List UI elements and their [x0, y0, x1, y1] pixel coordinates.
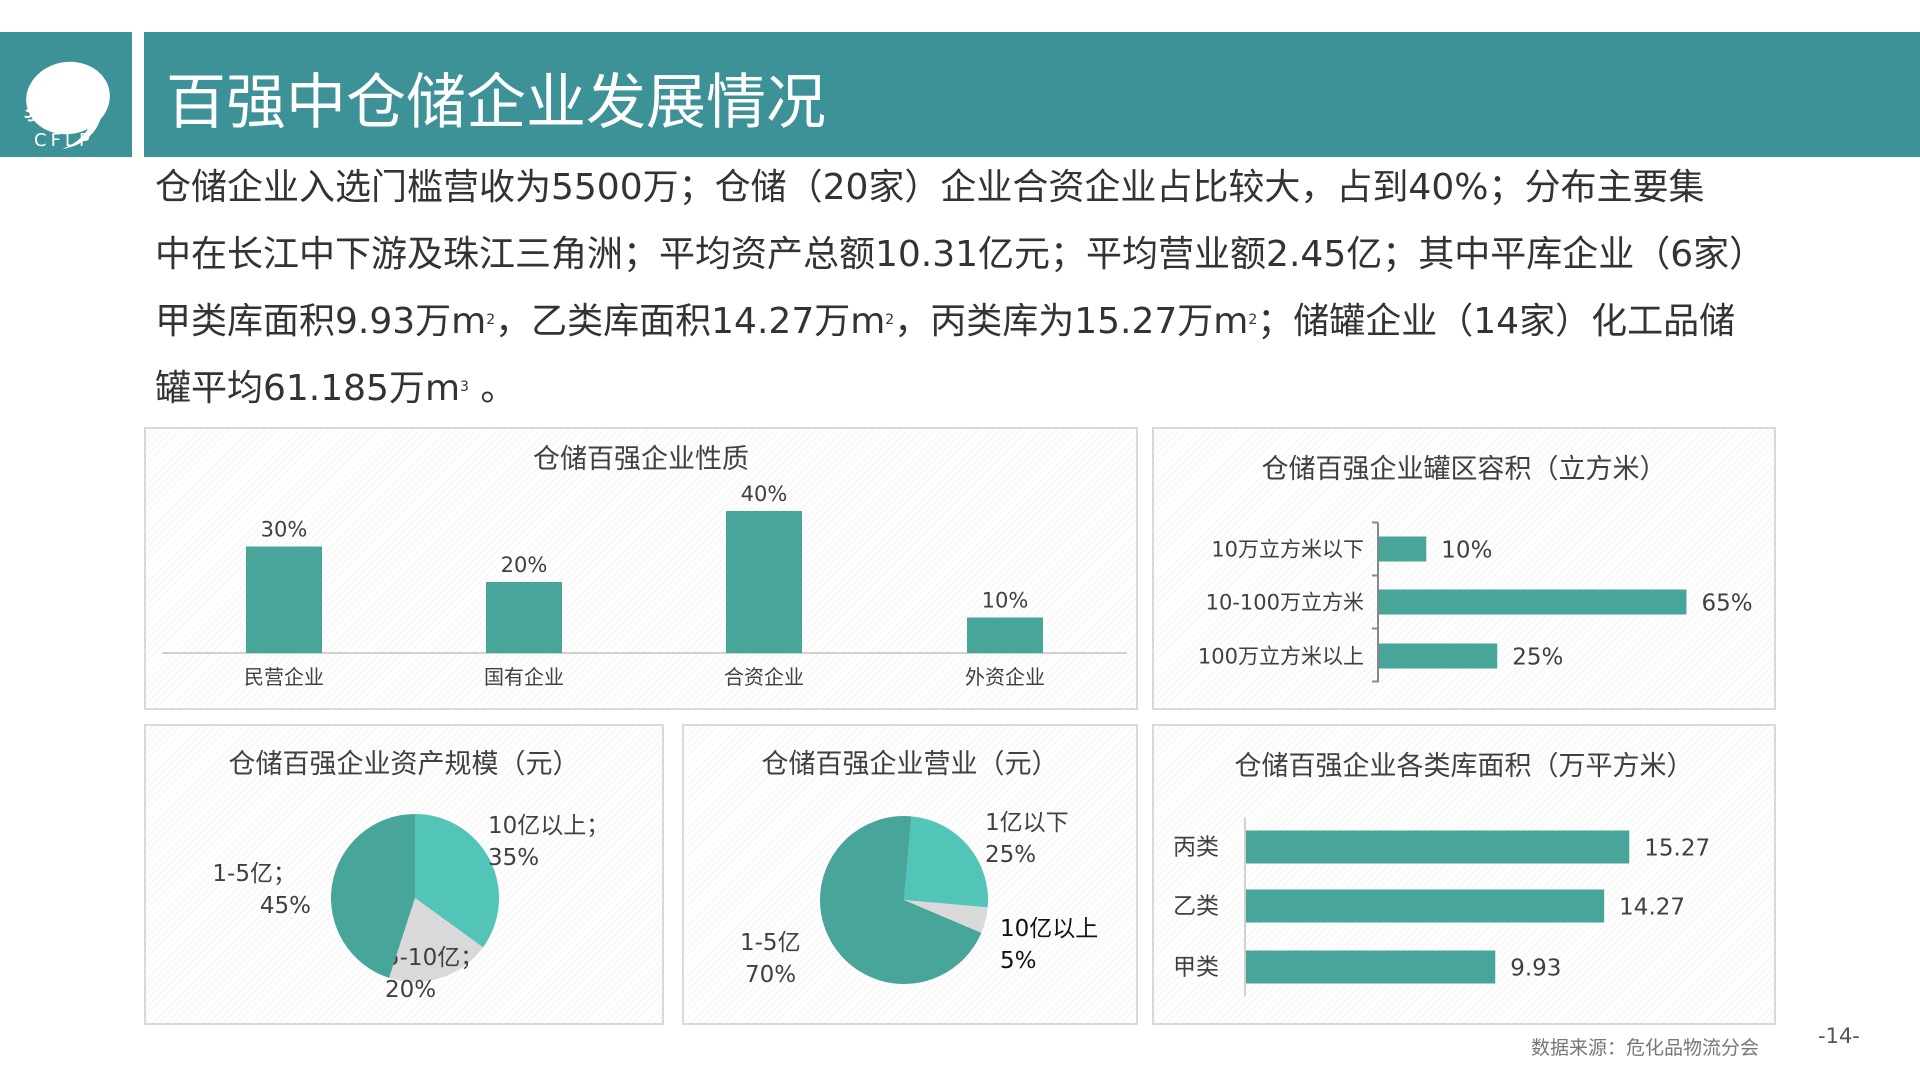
panel-enterprise-nature: 仓储百强企业性质 30% 民营企业 20% 国有企业 40% 合资企业 10% 外资企业 — [144, 427, 1138, 710]
intro-text: 罐平均61.185万m — [155, 368, 461, 409]
intro-line-1: 仓储企业入选门槛营收为5500万；仓储（20家）企业合资企业占比较大，占到40%… — [155, 167, 1705, 208]
category-label: 国有企业 — [484, 665, 564, 689]
chart-title: 仓储百强企业营业（元） — [761, 749, 1059, 780]
tank-capacity-bar-chart: 10% 10万立方米以下 65% 10-100万立方米 25% 100万立方米以上 — [1198, 521, 1753, 683]
pie-slice — [331, 814, 415, 978]
data-label: 15.27 — [1644, 835, 1710, 861]
intro-text: 甲类库面积9.93万m — [155, 301, 487, 342]
intro-text: ；储罐企业（14家）化工品储 — [1257, 301, 1736, 342]
superscript: 3 — [460, 379, 469, 395]
pie-slice — [389, 898, 483, 982]
data-label: 14.27 — [1619, 894, 1685, 920]
intro-text: 。 — [468, 368, 517, 409]
bar — [1379, 536, 1427, 562]
revenue-pie-chart: 1亿以下 25% 10亿以上 5% 1-5亿 70% — [740, 810, 1098, 988]
slice-name: 10亿以上 — [1000, 916, 1098, 942]
chart-title: 仓储百强企业性质 — [533, 444, 749, 475]
panel-tank-capacity: 仓储百强企业罐区容积（立方米） 10% 10万立方米以下 65% 10-100万立方米… — [1152, 427, 1776, 710]
slice-name: 5-10亿； — [385, 945, 483, 971]
page-number: -14- — [1818, 1024, 1860, 1048]
data-source: 数据来源：危化品物流分会 — [1531, 1037, 1760, 1059]
enterprise-nature-bar-chart: 30% 民营企业 20% 国有企业 40% 合资企业 10% 外资企业 — [162, 482, 1127, 689]
data-label: 10% — [1441, 537, 1492, 563]
bar — [246, 546, 322, 653]
data-label: 9.93 — [1510, 955, 1561, 981]
slice-value: 5% — [1000, 948, 1037, 974]
panel-revenue: 仓储百强企业营业（元） 1亿以下 25% 10亿以上 5% 1-5亿 70% — [682, 724, 1138, 1025]
category-label: 合资企业 — [724, 665, 804, 689]
category-label: 民营企业 — [244, 665, 324, 689]
slice-value: 25% — [985, 842, 1036, 868]
asset-scale-pie-chart: 10亿以上； 35% 5-10亿； 20% 1-5亿； 45% — [212, 813, 609, 1003]
category-label: 外资企业 — [965, 665, 1045, 689]
logo-text: CFLP — [34, 130, 94, 151]
pie-slice — [415, 814, 499, 948]
category-label: 丙类 — [1173, 834, 1219, 860]
panel-warehouse-area: 仓储百强企业各类库面积（万平方米） 15.27 丙类 14.27 乙类 9.93 甲类 — [1152, 724, 1776, 1025]
warehouse-area-bar-chart: 15.27 丙类 14.27 乙类 9.93 甲类 — [1173, 817, 1710, 997]
bar — [1246, 950, 1496, 984]
slice-value: 45% — [260, 893, 311, 919]
data-label: 10% — [982, 589, 1029, 613]
superscript: 2 — [1248, 312, 1258, 328]
category-label: 10-100万立方米 — [1206, 590, 1364, 614]
bar — [726, 511, 802, 653]
cflp-logo: CFLP — [0, 32, 132, 157]
pie-slice — [904, 816, 988, 908]
logo-globe-icon — [24, 61, 110, 149]
chart-title: 仓储百强企业罐区容积（立方米） — [1261, 454, 1667, 485]
data-label: 30% — [261, 518, 308, 542]
bar — [486, 582, 562, 653]
intro-line-2: 中在长江中下游及珠江三角洲；平均资产总额10.31亿元；平均营业额2.45亿；其… — [155, 234, 1766, 275]
bar — [1379, 643, 1498, 669]
bar — [1379, 589, 1687, 615]
superscript: 2 — [885, 312, 895, 328]
intro-text: ，乙类库面积14.27万m — [495, 301, 886, 342]
intro-line-3: 甲类库面积9.93万m2，乙类库面积14.27万m2，丙类库为15.27万m2；… — [155, 300, 1735, 344]
slice-value: 70% — [745, 962, 796, 988]
category-label: 乙类 — [1173, 893, 1219, 919]
slice-name: 1-5亿 — [740, 930, 801, 956]
data-label: 25% — [1512, 644, 1563, 670]
pie-slice — [820, 816, 982, 984]
data-label: 65% — [1701, 590, 1752, 616]
chart-title: 仓储百强企业各类库面积（万平方米） — [1234, 751, 1694, 782]
slice-name: 10亿以上； — [488, 813, 609, 839]
superscript: 2 — [486, 312, 496, 328]
slice-name: 1-5亿； — [212, 861, 296, 887]
slice-value: 20% — [385, 977, 436, 1003]
slice-name: 1亿以下 — [985, 810, 1069, 836]
bar — [967, 617, 1043, 653]
panel-asset-scale: 仓储百强企业资产规模（元） 10亿以上； 35% 5-10亿； 20% 1-5亿； 45% — [144, 724, 664, 1025]
intro-line-4: 罐平均61.185万m3 。 — [155, 367, 516, 411]
chart-title: 仓储百强企业资产规模（元） — [228, 749, 580, 780]
title-bar: 百强中仓储企业发展情况 — [144, 32, 1920, 157]
page-title: 百强中仓储企业发展情况 — [166, 68, 826, 138]
category-label: 10万立方米以下 — [1211, 537, 1364, 561]
category-label: 甲类 — [1173, 954, 1219, 980]
data-label: 20% — [501, 553, 548, 577]
pie-slice — [904, 900, 988, 933]
bar — [1246, 889, 1605, 923]
intro-text: ，丙类库为15.27万m — [894, 301, 1249, 342]
bar — [1246, 830, 1630, 864]
slice-value: 35% — [488, 845, 539, 871]
category-label: 100万立方米以上 — [1198, 644, 1364, 668]
data-label: 40% — [741, 482, 788, 506]
